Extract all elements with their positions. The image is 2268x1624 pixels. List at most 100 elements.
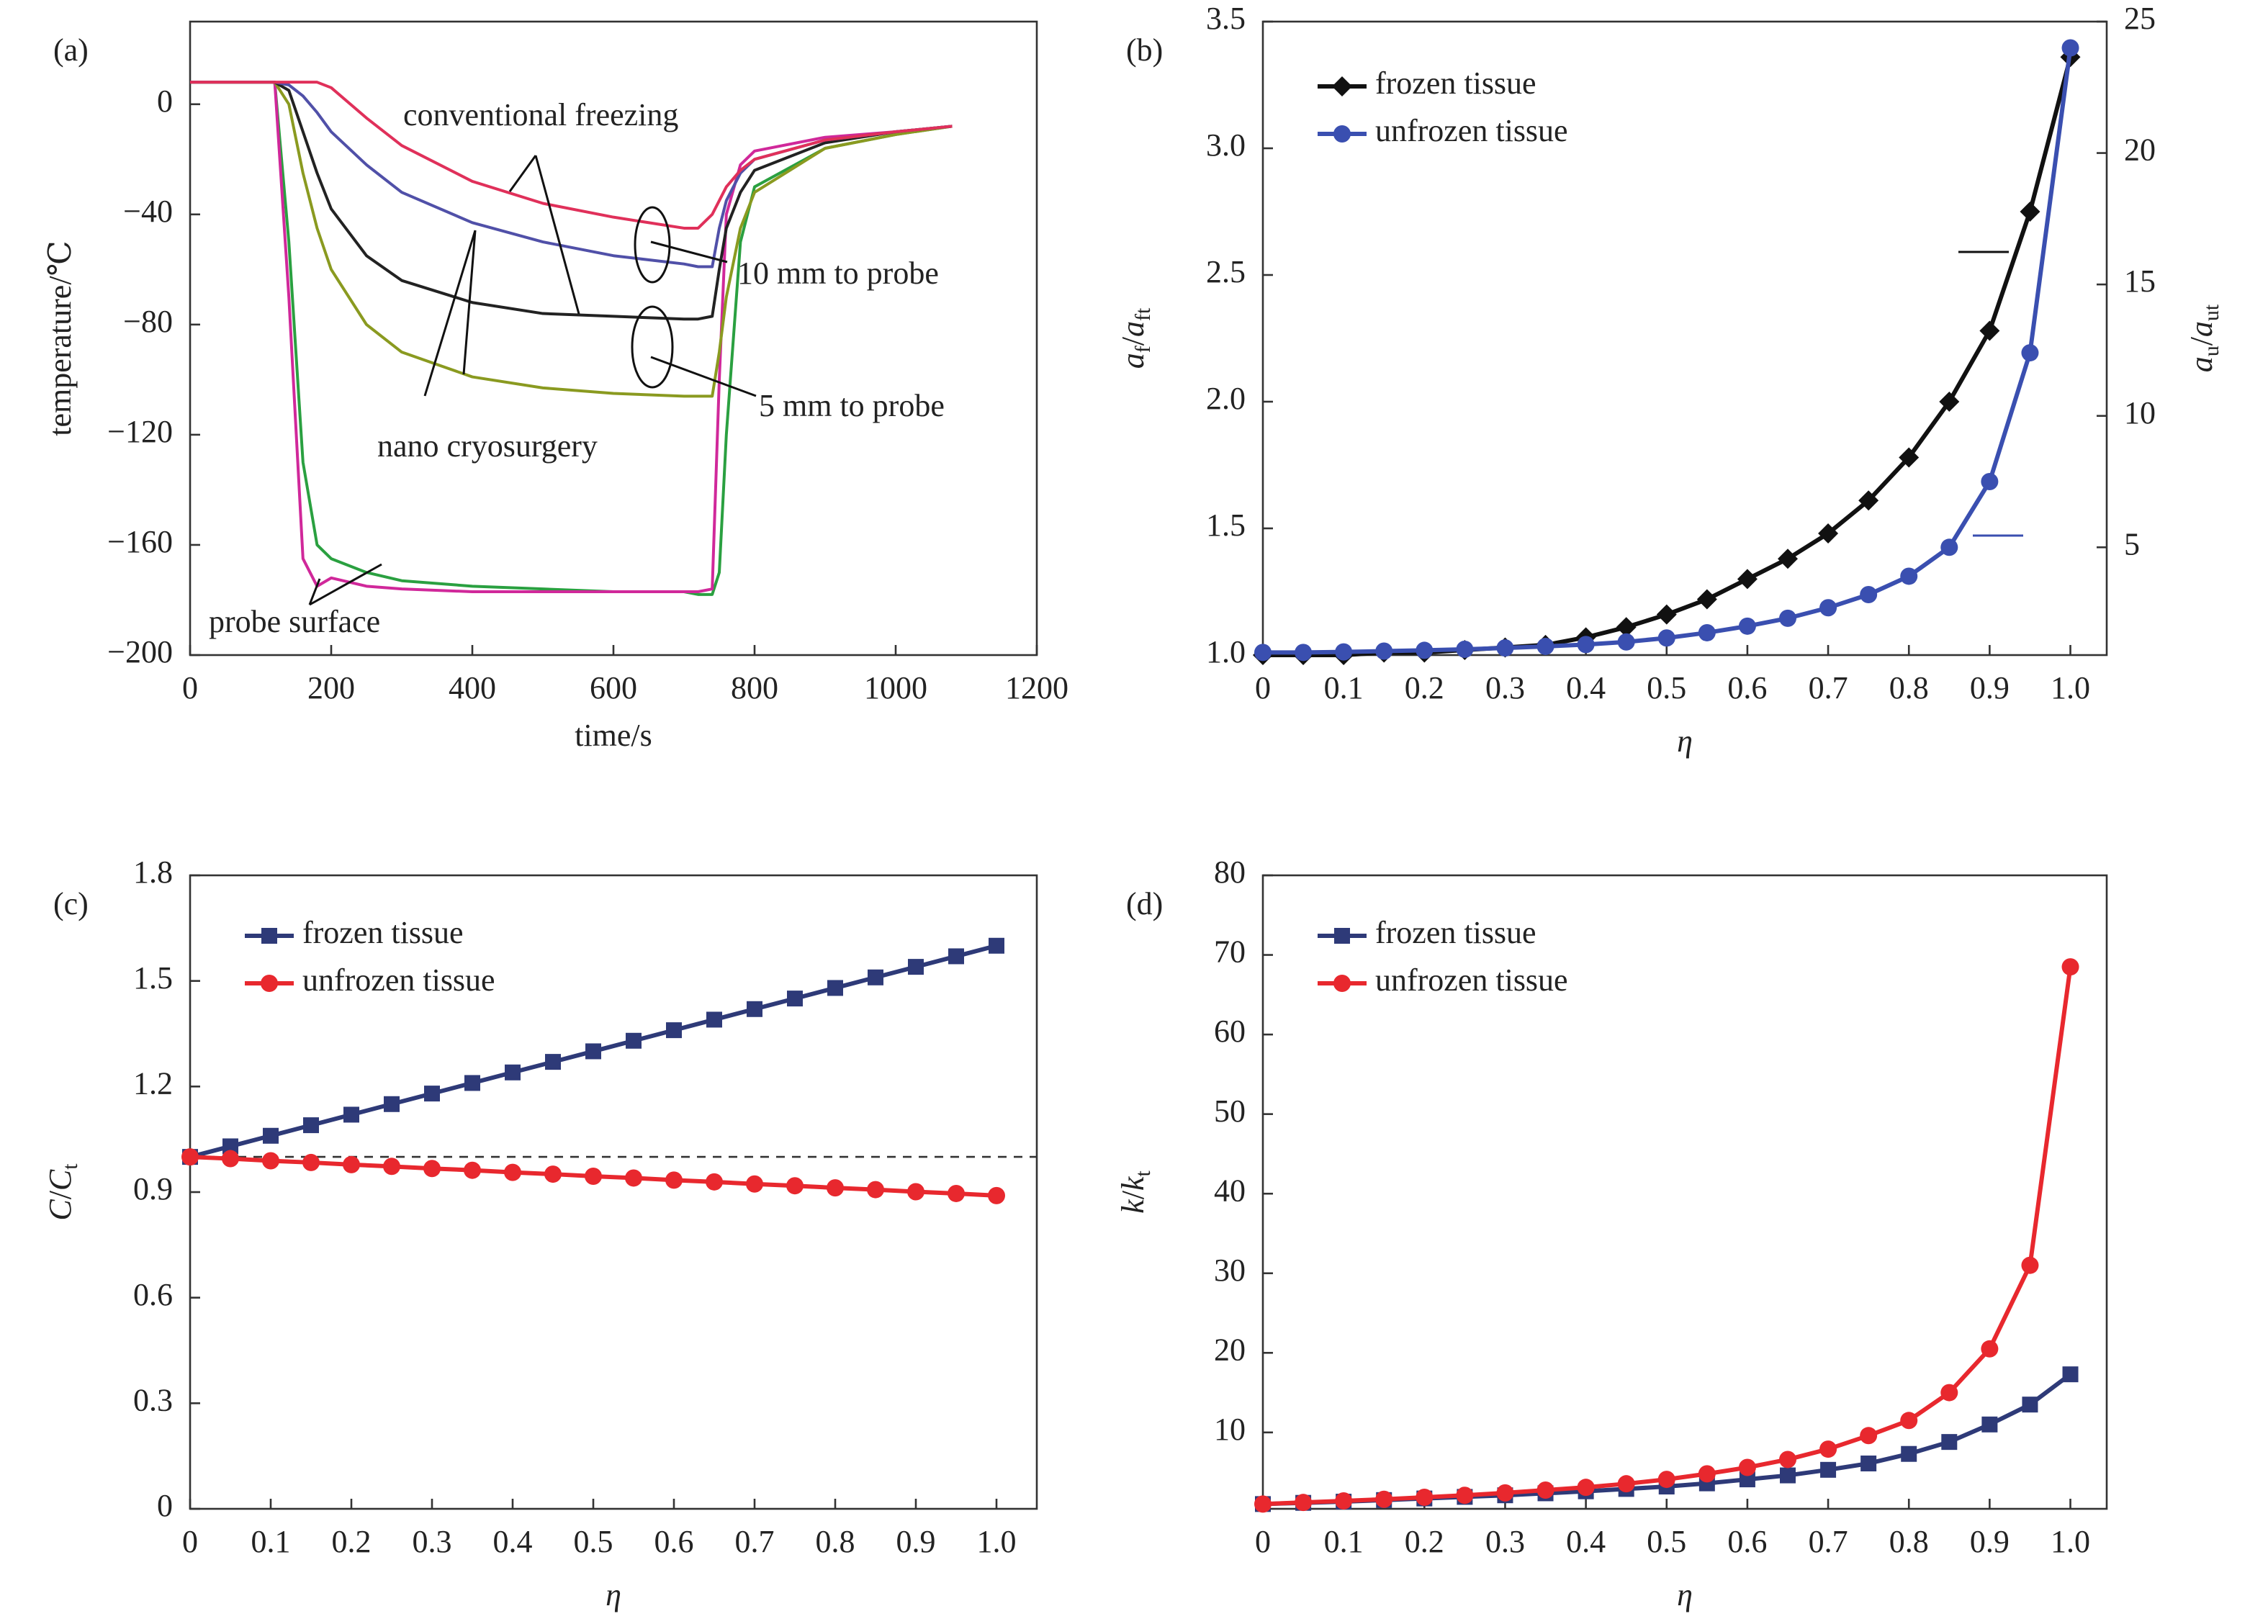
marker — [1295, 1494, 1313, 1512]
legend-label: frozen tissue — [1375, 66, 1536, 101]
marker — [1333, 975, 1351, 992]
y-tick-label: 2.0 — [1206, 381, 1246, 416]
y2-axis-label: au/aut — [2184, 304, 2223, 372]
marker — [1820, 1461, 1837, 1478]
x-tick-label: 800 — [731, 670, 778, 705]
series-line — [190, 81, 953, 321]
series-line — [190, 81, 953, 398]
y-tick-label: 0 — [157, 84, 173, 119]
y-tick-label: 30 — [1214, 1253, 1246, 1288]
marker — [262, 1152, 279, 1170]
annotation-arrow — [423, 230, 477, 397]
marker — [423, 1160, 441, 1178]
marker — [1698, 623, 1716, 641]
marker — [746, 1175, 763, 1193]
marker — [302, 1153, 320, 1171]
label-part: t — [1131, 1170, 1155, 1177]
label-part: / — [42, 1190, 78, 1199]
y-tick-label: −120 — [107, 414, 173, 449]
x-tick-label: 400 — [449, 670, 496, 705]
x-tick-label: 0.9 — [1970, 670, 2010, 705]
marker — [868, 969, 883, 985]
marker — [1657, 1471, 1675, 1489]
x-tick-label: 0.6 — [1727, 1524, 1767, 1559]
label-part: / — [2184, 336, 2219, 346]
series-line — [190, 81, 953, 230]
marker — [706, 1011, 722, 1028]
x-tick-label: 0.7 — [735, 1524, 775, 1559]
y-tick-label: 40 — [1214, 1173, 1246, 1208]
y-tick-label: 10 — [1214, 1412, 1246, 1447]
x-tick-label: 600 — [590, 670, 637, 705]
marker — [261, 928, 277, 944]
marker — [1860, 1427, 1878, 1445]
x-tick-label: 0.1 — [1324, 1524, 1364, 1559]
x-tick-label: 0.4 — [493, 1524, 533, 1559]
y-tick-label: 70 — [1214, 934, 1246, 970]
y-tick-label: 0 — [157, 1488, 173, 1523]
marker — [1901, 1445, 1917, 1462]
label-part: η — [1677, 1577, 1693, 1612]
marker — [1577, 1479, 1595, 1497]
marker — [2061, 39, 2079, 57]
legend-label: frozen tissue — [302, 915, 464, 950]
label-part: η — [1677, 723, 1693, 759]
marker — [867, 1181, 884, 1199]
marker — [1981, 1340, 1999, 1358]
marker — [948, 1184, 965, 1202]
x-tick-label: 0 — [1255, 670, 1271, 705]
x-tick-label: 0.5 — [1647, 1524, 1686, 1559]
marker — [383, 1158, 400, 1176]
marker — [626, 1032, 642, 1049]
marker — [384, 1096, 400, 1112]
x-tick-label: 1000 — [864, 670, 927, 705]
y-axis-label: k/kt — [1115, 1170, 1155, 1214]
marker — [827, 1179, 844, 1197]
x-tick-label: 0.8 — [1889, 1524, 1929, 1559]
marker — [181, 1148, 199, 1166]
annotation-arrow — [650, 356, 757, 397]
x-tick-label: 0.2 — [1405, 1524, 1444, 1559]
label-part: a — [1115, 353, 1151, 369]
annotation-arrow — [534, 155, 580, 315]
y2-tick-label: 15 — [2124, 263, 2156, 299]
marker — [263, 1127, 279, 1144]
series-line — [1262, 966, 2073, 1507]
annotation: conventional freezing — [403, 97, 678, 132]
marker — [1940, 538, 1958, 556]
label-part: C — [42, 1199, 78, 1221]
y-tick-label: 80 — [1214, 854, 1246, 890]
marker — [1778, 609, 1796, 627]
marker — [1254, 644, 1272, 662]
label-part: a — [1115, 321, 1151, 337]
marker — [907, 1183, 924, 1201]
panel-label: (a) — [53, 32, 89, 68]
legend-label: unfrozen tissue — [302, 962, 495, 998]
marker — [464, 1161, 481, 1179]
annotation: probe surface — [209, 604, 380, 639]
y-tick-label: −80 — [123, 304, 173, 339]
marker — [1858, 490, 1879, 511]
marker — [1577, 636, 1595, 654]
y2-tick-label: 25 — [2124, 1, 2156, 36]
y-tick-label: −200 — [107, 634, 173, 669]
marker — [747, 1001, 762, 1017]
legend-label: frozen tissue — [1375, 915, 1536, 950]
label-part: t — [58, 1163, 82, 1170]
marker — [1536, 637, 1554, 655]
marker — [1979, 320, 2000, 341]
x-tick-label: 1.0 — [2051, 670, 2090, 705]
marker — [1456, 640, 1474, 658]
y2-tick-label: 20 — [2124, 132, 2156, 168]
marker — [1940, 1384, 1958, 1402]
x-tick-label: 0.7 — [1809, 670, 1848, 705]
marker — [2061, 958, 2079, 976]
x-tick-label: 0.4 — [1566, 670, 1606, 705]
y-axis-label: temperature/℃ — [42, 240, 78, 436]
y-tick-label: 60 — [1214, 1014, 1246, 1049]
x-tick-label: 1.0 — [2051, 1524, 2090, 1559]
panel-label: (b) — [1126, 32, 1163, 68]
label-part: ut — [2200, 304, 2223, 321]
marker — [1737, 569, 1758, 590]
